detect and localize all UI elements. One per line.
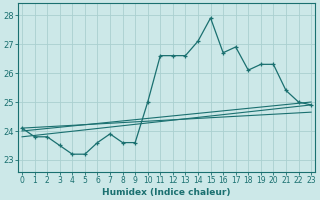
X-axis label: Humidex (Indice chaleur): Humidex (Indice chaleur) xyxy=(102,188,231,197)
